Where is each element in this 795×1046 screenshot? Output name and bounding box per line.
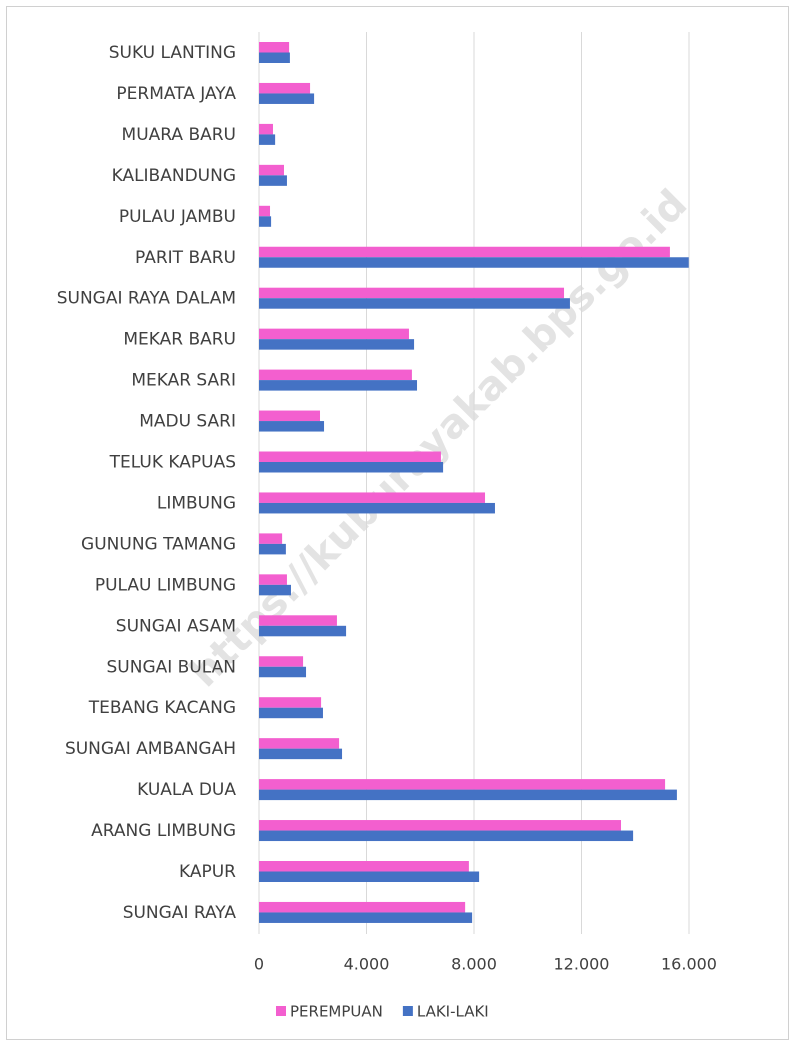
bar — [259, 707, 323, 719]
bar — [259, 901, 466, 913]
y-tick-label: MADU SARI — [139, 412, 236, 432]
bar — [259, 584, 291, 596]
bar — [259, 421, 325, 432]
bar — [259, 492, 486, 503]
y-tick-label: SUNGAI RAYA — [123, 903, 237, 923]
y-tick-label: MUARA BARU — [122, 125, 236, 145]
bar — [259, 543, 286, 555]
bar — [259, 748, 343, 760]
bar — [259, 93, 315, 104]
bar — [259, 123, 273, 135]
y-tick-label: PERMATA JAYA — [116, 84, 236, 104]
bar — [259, 205, 271, 217]
y-tick-label: LIMBUNG — [157, 493, 236, 513]
bar — [259, 625, 347, 637]
y-tick-label: SUNGAI RAYA DALAM — [57, 289, 236, 309]
bar — [259, 666, 307, 678]
legend-label: PEREMPUAN — [290, 1003, 383, 1021]
y-tick-label: MEKAR BARU — [123, 330, 236, 350]
bar — [259, 574, 287, 585]
legend-label: LAKI-LAKI — [417, 1003, 489, 1021]
bar — [259, 615, 337, 626]
bar — [259, 410, 321, 422]
bar — [259, 298, 570, 309]
y-tick-label: PULAU LIMBUNG — [95, 575, 236, 595]
bar — [259, 328, 409, 340]
bar — [259, 257, 689, 268]
y-tick-label: ARANG LIMBUNG — [91, 821, 236, 841]
bar — [259, 52, 290, 63]
y-tick-label: MEKAR SARI — [131, 371, 236, 391]
bar — [259, 451, 441, 462]
bar — [259, 533, 283, 544]
y-tick-label: TEBANG KACANG — [88, 698, 236, 718]
x-tick-label: 0 — [254, 955, 264, 974]
bar — [259, 164, 284, 176]
y-tick-label: KALIBANDUNG — [112, 166, 236, 186]
y-tick-label: TELUK KAPUAS — [109, 453, 236, 473]
bar — [259, 287, 565, 299]
y-tick-label: PULAU JAMBU — [119, 207, 236, 227]
bar — [259, 502, 495, 514]
y-tick-label: SUNGAI BULAN — [107, 657, 236, 677]
y-tick-label: KAPUR — [179, 862, 236, 882]
chart-border — [6, 6, 789, 1040]
legend-swatch — [276, 1006, 286, 1016]
bar — [259, 830, 634, 842]
bar — [259, 216, 272, 227]
bar — [259, 82, 311, 94]
bar — [259, 697, 322, 708]
bar — [259, 42, 290, 53]
bar — [259, 462, 444, 473]
bar — [259, 738, 340, 749]
bar — [259, 134, 276, 145]
bar — [259, 789, 677, 801]
bar — [259, 246, 670, 258]
bar — [259, 339, 415, 350]
y-tick-label: SUNGAI ASAM — [116, 616, 236, 636]
y-tick-label: SUKU LANTING — [109, 43, 236, 63]
bar — [259, 861, 469, 872]
bar — [259, 656, 304, 667]
legend-swatch — [402, 1006, 413, 1016]
bar — [259, 779, 666, 790]
y-tick-label: GUNUNG TAMANG — [81, 534, 236, 554]
x-tick-label: 16.000 — [661, 955, 717, 974]
y-tick-label: KUALA DUA — [137, 780, 236, 800]
bar — [259, 912, 473, 923]
bar — [259, 369, 412, 381]
bar — [259, 820, 622, 831]
x-tick-label: 8.000 — [451, 955, 497, 974]
y-tick-label: PARIT BARU — [135, 248, 236, 268]
bar — [259, 175, 287, 186]
x-tick-label: 12.000 — [554, 955, 610, 974]
y-tick-label: SUNGAI AMBANGAH — [65, 739, 236, 759]
bar — [259, 871, 480, 882]
x-tick-label: 4.000 — [344, 955, 390, 974]
bar — [259, 380, 418, 391]
